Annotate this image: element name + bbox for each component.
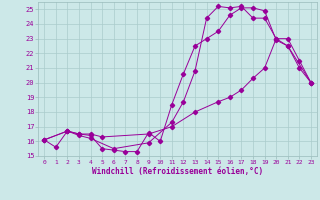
X-axis label: Windchill (Refroidissement éolien,°C): Windchill (Refroidissement éolien,°C) — [92, 167, 263, 176]
